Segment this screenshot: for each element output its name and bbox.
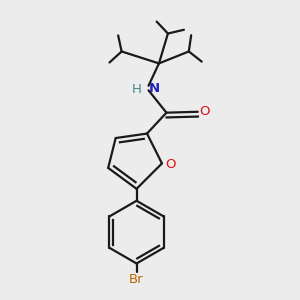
Text: Br: Br	[129, 273, 144, 286]
Text: N: N	[148, 82, 159, 95]
Text: O: O	[200, 105, 210, 118]
Text: O: O	[166, 158, 176, 171]
Text: H: H	[132, 83, 142, 96]
